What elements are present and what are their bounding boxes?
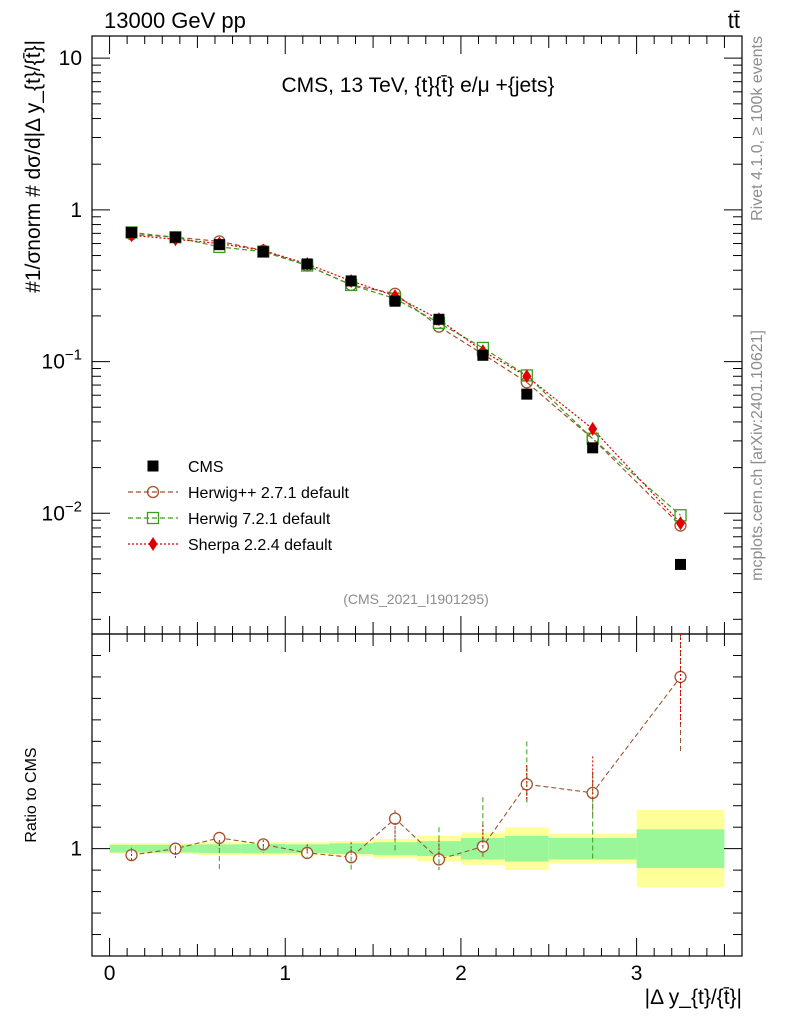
energy-label: 13000 GeV pp — [104, 8, 246, 33]
ratio-uncertainty-bands — [109, 810, 725, 888]
data-point-cms — [389, 295, 401, 307]
ratio-stat-band — [504, 835, 549, 862]
data-point-cms — [521, 388, 533, 400]
x-tick-label: 0 — [104, 962, 116, 985]
data-point-cms — [433, 313, 445, 325]
data-point-cms — [169, 231, 181, 243]
data-point-cms — [126, 226, 138, 238]
main-y-tick-label: 10−1 — [42, 347, 82, 374]
x-tick-label: 3 — [631, 962, 643, 985]
ratio-axes: 1 0 1 2 3 — [70, 633, 742, 985]
data-point-cms — [587, 442, 599, 454]
legend-label: CMS — [188, 459, 224, 476]
data-point-cms — [345, 275, 357, 287]
main-axes: 10 1 10−1 10−2 — [42, 36, 742, 634]
x-axis-title: |Δ y_{t}/{t̄}| — [645, 986, 742, 1009]
legend-label: Herwig 7.2.1 default — [188, 511, 331, 528]
legend-marker — [148, 537, 158, 551]
process-label: tt̄ — [728, 8, 740, 33]
main-y-tick-label: 1 — [70, 199, 82, 222]
legend-label: Sherpa 2.2.4 default — [188, 537, 333, 554]
legend-label: Herwig++ 2.7.1 default — [188, 485, 350, 502]
main-y-axis-title: #1/σnorm # dσ/d|Δ y_{t}/{t̄}| — [22, 40, 45, 293]
data-point-cms — [301, 258, 313, 270]
legend: CMS Herwig++ 2.7.1 default Herwig 7.2.1 de… — [128, 459, 350, 554]
data-point-cms — [213, 239, 225, 251]
legend-marker — [146, 511, 160, 525]
rivet-version-label: Rivet 4.1.0, ≥ 100k events — [749, 36, 766, 221]
chart-title: CMS, 13 TeV, {t}{t̄} e/μ +{jets} — [281, 74, 554, 97]
main-y-tick-label: 10 — [59, 47, 82, 70]
data-point-cms — [257, 246, 269, 258]
ratio-point-herwig-2-7-1-default — [388, 812, 402, 825]
ratio-stat-band — [636, 829, 725, 868]
ratio-y-axis-title: Ratio to CMS — [23, 747, 40, 842]
main-y-tick-label: 10−2 — [42, 498, 82, 525]
ratio-series — [125, 634, 687, 871]
series-line-sherpa-2-2-4-default — [131, 234, 681, 524]
x-tick-label: 2 — [455, 962, 467, 985]
series-line-herwig-2-7-1-default — [131, 233, 681, 526]
data-point-cms — [477, 349, 489, 361]
ratio-plot-frame — [91, 633, 743, 957]
mcplots-label: mcplots.cern.ch [arXiv:2401.10621] — [749, 330, 766, 581]
ratio-line-herwig-2-7-1-default — [131, 676, 681, 861]
ratio-point-herwig-2-7-1-default — [674, 670, 687, 684]
ratio-y-tick-label: 1 — [70, 838, 82, 861]
x-tick-label: 1 — [279, 962, 291, 985]
data-point-sherpa-2-2-4-default — [522, 369, 532, 384]
data-point-sherpa-2-2-4-default — [676, 516, 686, 531]
main-series — [125, 226, 687, 570]
legend-marker — [147, 460, 159, 472]
data-point-cms — [675, 558, 687, 570]
ratio-stat-band — [329, 843, 374, 855]
data-point-sherpa-2-2-4-default — [588, 421, 598, 436]
legend-marker — [146, 485, 160, 499]
series-line-herwig-7-2-1-default — [131, 231, 681, 516]
analysis-id-label: (CMS_2021_I1901295) — [343, 591, 489, 607]
